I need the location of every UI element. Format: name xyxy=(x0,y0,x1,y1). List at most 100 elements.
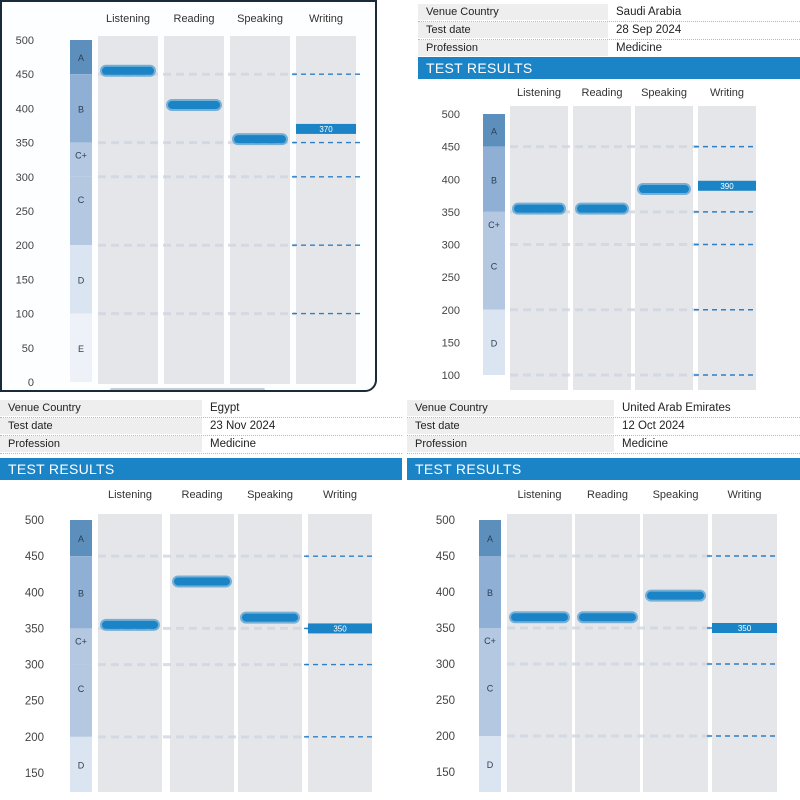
band-segment-b xyxy=(479,556,501,628)
band-label: C xyxy=(491,261,498,271)
info-value: Saudi Arabia xyxy=(616,6,682,18)
band-label: C xyxy=(487,683,494,693)
report-card-1: Listening Reading Speaking Writing A B C+ C D E 0 5… xyxy=(0,0,377,392)
y-tick-label: 150 xyxy=(436,767,455,779)
y-tick-label: 400 xyxy=(436,587,455,599)
y-tick-label: 300 xyxy=(25,660,44,672)
band-label: C+ xyxy=(484,636,496,646)
info-label-background xyxy=(418,40,608,56)
column-header: Listening xyxy=(517,489,561,501)
y-tick-label: 200 xyxy=(25,732,44,744)
y-tick-label: 100 xyxy=(442,370,460,382)
info-label: Profession xyxy=(415,438,467,450)
column-header: Listening xyxy=(106,13,150,25)
info-label-background xyxy=(407,436,614,452)
report-card-2: Venue Country Saudi Arabia Test date 28 … xyxy=(418,0,800,398)
info-label-background xyxy=(407,418,614,434)
band-label: C xyxy=(78,195,85,205)
y-tick-label: 250 xyxy=(16,206,34,218)
info-row-date: Test date 12 Oct 2024 xyxy=(407,418,800,436)
info-label: Test date xyxy=(426,24,471,36)
band-segment-c xyxy=(483,244,505,310)
y-tick-label: 250 xyxy=(436,695,455,707)
score-column-reading xyxy=(164,36,224,384)
candidate-info: Venue Country Egypt Test date 23 Nov 202… xyxy=(0,400,402,454)
band-segment-c xyxy=(70,664,92,737)
info-value: 23 Nov 2024 xyxy=(210,420,276,432)
info-row-venue: Venue Country Egypt xyxy=(0,400,402,418)
info-value: Medicine xyxy=(622,438,669,450)
y-tick-label: 350 xyxy=(436,623,455,635)
band-label: C xyxy=(78,684,85,694)
info-row-date: Test date 23 Nov 2024 xyxy=(0,418,402,436)
info-label: Profession xyxy=(8,438,60,450)
writing-score-bar xyxy=(712,623,777,633)
y-tick-label: 150 xyxy=(25,768,44,780)
y-tick-label: 450 xyxy=(25,551,44,563)
band-segment-cplus xyxy=(70,628,92,665)
info-row-profession: Profession Medicine xyxy=(0,436,402,454)
y-tick-label: 200 xyxy=(16,240,34,252)
info-value: Medicine xyxy=(210,438,257,450)
score-bar-reading xyxy=(579,613,636,622)
y-tick-label: 200 xyxy=(436,731,455,743)
score-column-listening xyxy=(510,106,568,390)
info-row-profession: Profession Medicine xyxy=(407,436,800,454)
info-label-background xyxy=(407,400,614,416)
band-segment-cplus xyxy=(479,628,501,664)
score-bar-listening xyxy=(511,613,568,622)
info-label: Venue Country xyxy=(415,402,488,414)
score-chart-svg: Listening Reading Speaking Writing A B C+ C D 150… xyxy=(25,489,374,792)
score-column-speaking xyxy=(643,514,708,792)
info-value: Egypt xyxy=(210,402,240,414)
band-label: D xyxy=(78,760,85,770)
info-value: 28 Sep 2024 xyxy=(616,24,682,36)
score-column-listening xyxy=(507,514,572,792)
score-bar-reading xyxy=(174,577,230,586)
y-tick-label: 350 xyxy=(442,207,460,219)
y-tick-label: 350 xyxy=(16,138,34,150)
band-label: D xyxy=(491,338,498,348)
column-header: Writing xyxy=(710,87,744,99)
score-column-writing xyxy=(698,106,756,390)
y-tick-label: 500 xyxy=(16,35,34,47)
band-segment-a xyxy=(483,114,505,147)
writing-score-label: 350 xyxy=(333,624,347,633)
column-header: Listening xyxy=(517,87,561,99)
y-tick-label: 200 xyxy=(442,305,460,317)
score-bar-speaking xyxy=(647,591,704,600)
score-column-reading xyxy=(575,514,640,792)
score-column-speaking xyxy=(238,514,302,792)
column-header: Speaking xyxy=(653,489,699,501)
info-label: Test date xyxy=(8,420,53,432)
y-tick-label: 400 xyxy=(442,174,460,186)
score-chart-svg: Listening Reading Speaking Writing A B C+ C D 150… xyxy=(436,489,779,792)
y-tick-label: 400 xyxy=(25,587,44,599)
horizontal-scrollbar[interactable] xyxy=(110,388,265,390)
writing-score-bar xyxy=(308,623,372,634)
band-label: B xyxy=(487,588,493,598)
test-results-banner: TEST RESULTS xyxy=(0,458,402,480)
score-bar-reading xyxy=(577,204,627,213)
band-label: B xyxy=(491,175,497,185)
band-label: C+ xyxy=(488,220,500,230)
band-segment-d xyxy=(70,736,92,792)
y-tick-label: 150 xyxy=(442,337,460,349)
band-segment-a xyxy=(70,40,92,75)
column-header: Writing xyxy=(323,489,357,501)
score-column-reading xyxy=(573,106,631,390)
y-tick-label: 500 xyxy=(25,515,44,527)
band-segment-d xyxy=(483,309,505,375)
info-label-background xyxy=(0,436,202,452)
score-column-reading xyxy=(170,514,234,792)
info-row-venue: Venue Country Saudi Arabia xyxy=(418,4,800,22)
y-tick-label: 400 xyxy=(16,103,34,115)
band-label: D xyxy=(78,275,85,285)
band-label: A xyxy=(78,534,84,544)
y-tick-label: 300 xyxy=(436,659,455,671)
score-chart-svg: Listening Reading Speaking Writing A B C+ C D 100… xyxy=(442,87,756,390)
y-tick-label: 0 xyxy=(28,377,34,389)
score-column-writing xyxy=(712,514,777,792)
score-column-speaking xyxy=(635,106,693,390)
column-header: Reading xyxy=(582,87,623,99)
